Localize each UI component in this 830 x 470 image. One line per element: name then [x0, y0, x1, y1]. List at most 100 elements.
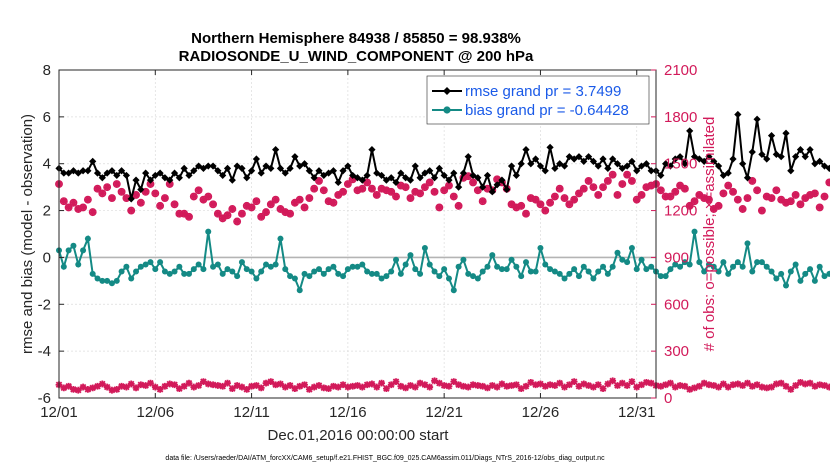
rmse-point [676, 153, 684, 161]
obs-assimilated-point [440, 186, 448, 194]
bias-point [224, 266, 231, 273]
obs-assimilated-point [118, 382, 125, 390]
obs-assimilated-point [156, 386, 164, 393]
obs-assimilated-point [695, 191, 703, 199]
obs-assimilated-point [551, 382, 559, 389]
bias-point [70, 242, 77, 249]
obs-assimilated-point [744, 194, 751, 202]
obs-assimilated-point [797, 200, 804, 208]
bias-point [349, 263, 356, 270]
obs-assimilated-point [416, 379, 424, 387]
rmse-point [440, 171, 448, 180]
legend-bias-label: bias grand pr = -0.64428 [465, 102, 629, 119]
obs-assimilated-point [147, 180, 154, 188]
obs-assimilated-point [94, 382, 101, 390]
bias-point [763, 263, 770, 270]
rmse-point [339, 167, 347, 175]
bias-point [744, 240, 751, 247]
obs-assimilated-point [123, 194, 130, 202]
bias-point [248, 268, 255, 275]
rmse-point [690, 153, 699, 161]
obs-assimilated-point [777, 379, 785, 387]
bias-point [778, 270, 785, 277]
obs-assimilated-point [498, 380, 506, 388]
obs-assimilated-point [580, 380, 588, 388]
obs-assimilated-point [180, 382, 188, 390]
obs-assimilated-point [710, 205, 718, 213]
bias-point [773, 275, 780, 282]
obs-assimilated-point [74, 386, 82, 394]
bias-point [277, 235, 284, 242]
rmse-point [464, 153, 472, 161]
rmse-point [315, 167, 323, 175]
obs-assimilated-point [647, 379, 655, 387]
bias-point [388, 268, 395, 275]
rmse-point [257, 169, 265, 177]
obs-assimilated-point [551, 193, 559, 200]
rmse-point [108, 167, 116, 175]
obs-assimilated-point [575, 189, 583, 197]
bias-point [210, 263, 217, 270]
rmse-point [599, 155, 607, 163]
bias-point [624, 259, 631, 266]
rmse-point [175, 174, 183, 182]
rmse-point [681, 160, 689, 168]
bias-point [686, 261, 693, 268]
bias-point [157, 259, 164, 266]
y-right-tick-label: 2100 [664, 62, 697, 79]
bias-point [445, 275, 452, 282]
legend-box [426, 75, 650, 125]
rmse-point [503, 185, 511, 194]
bias-point [754, 259, 761, 266]
obs-assimilated-point [479, 197, 487, 205]
obs-assimilated-point [118, 188, 125, 196]
obs-assimilated-point [556, 185, 564, 193]
obs-assimilated-point [358, 185, 366, 193]
bias-point [734, 259, 741, 266]
obs-assimilated-point [238, 383, 246, 391]
x-tick-label: 12/26 [522, 404, 560, 421]
obs-assimilated-point [310, 383, 318, 391]
bias-point [200, 266, 207, 273]
obs-assimilated-point [734, 380, 742, 388]
obs-assimilated-point [460, 174, 467, 182]
rmse-point [276, 164, 285, 172]
rmse-point [238, 164, 246, 172]
bias-point [272, 261, 279, 268]
bias-point [176, 263, 183, 270]
obs-assimilated-point [108, 194, 116, 202]
obs-assimilated-point [642, 378, 650, 386]
bias-point [402, 261, 409, 268]
obs-assimilated-point [252, 382, 260, 389]
obs-assimilated-point [180, 210, 188, 218]
bias-point [797, 277, 804, 284]
rmse-point [358, 176, 366, 184]
obs-assimilated-point [89, 384, 97, 392]
obs-assimilated-point [623, 171, 631, 179]
obs-assimilated-point [224, 379, 231, 387]
rmse-point [474, 174, 482, 182]
obs-assimilated-point [671, 383, 679, 391]
bias-point [142, 261, 149, 268]
obs-assimilated-point [445, 382, 453, 390]
obs-assimilated-point [811, 382, 819, 390]
bias-point [667, 266, 674, 273]
rmse-point [714, 162, 723, 170]
obs-assimilated-point [455, 381, 463, 389]
bias-point [551, 268, 558, 275]
obs-assimilated-point [748, 177, 756, 185]
obs-assimilated-point [161, 382, 169, 390]
rmse-point [758, 150, 766, 158]
rmse-point [507, 162, 516, 170]
obs-assimilated-point [768, 194, 775, 202]
rmse-point [719, 171, 728, 180]
obs-assimilated-point [349, 175, 357, 183]
bias-point [344, 266, 351, 273]
obs-assimilated-point [821, 193, 828, 200]
rmse-point [209, 162, 217, 170]
rmse-point [705, 153, 713, 161]
obs-assimilated-point [739, 382, 747, 389]
obs-assimilated-point [387, 381, 395, 389]
bias-point [826, 270, 830, 277]
obs-assimilated-point [797, 378, 804, 386]
